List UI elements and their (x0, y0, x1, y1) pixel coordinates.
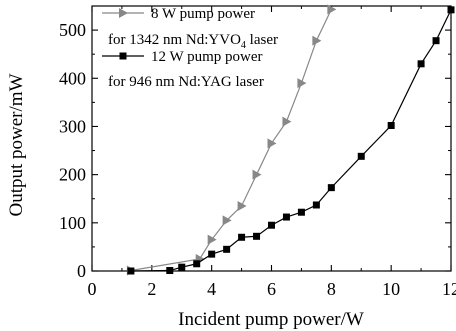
data-point (208, 250, 216, 258)
data-point (166, 267, 174, 275)
y-tick-label: 0 (77, 261, 86, 281)
data-point (282, 213, 290, 221)
data-point (252, 169, 262, 180)
legend-subscript: 4 (241, 40, 246, 51)
x-tick-label: 12 (442, 279, 456, 299)
legend-label: 8 W pump power (151, 6, 255, 22)
data-point (238, 233, 246, 241)
data-point (387, 121, 395, 129)
legend-entry-2: 12 W pump power for 946 nm Nd:YAG laser (102, 49, 264, 90)
legend-label: 12 W pump power (151, 49, 263, 65)
data-point (297, 78, 307, 89)
data-point (268, 221, 275, 229)
y-tick-label: 200 (59, 165, 86, 185)
data-point (417, 60, 425, 68)
x-tick-label: 8 (327, 279, 336, 299)
data-point (207, 234, 217, 245)
x-tick-label: 4 (207, 279, 216, 299)
y-tick-label: 100 (59, 213, 86, 233)
legend-entry-1: 8 W pump power for 1342 nm Nd:YVO4 laser (102, 6, 278, 51)
series-layer (126, 4, 455, 276)
data-point (327, 184, 335, 192)
legend-swatch-marker (119, 8, 128, 18)
data-point (327, 4, 337, 15)
data-point (297, 208, 305, 216)
y-tick-label: 300 (59, 116, 86, 136)
x-tick-label: 0 (88, 279, 97, 299)
x-tick-label: 6 (267, 279, 276, 299)
data-point (357, 152, 365, 160)
x-tick-label: 2 (147, 279, 156, 299)
data-point (312, 201, 320, 209)
legend-label-line2: for 946 nm Nd:YAG laser (108, 74, 264, 90)
x-axis-label: Incident pump power/W (178, 309, 364, 330)
legend: 8 W pump power for 1342 nm Nd:YVO4 laser1… (102, 6, 278, 90)
data-point (267, 138, 277, 149)
data-point (282, 116, 292, 127)
y-tick-label: 500 (59, 20, 86, 40)
data-point (432, 37, 440, 45)
data-point (178, 263, 186, 271)
data-point (237, 200, 247, 211)
y-axis-label: Output power/mW (6, 73, 27, 216)
data-point (223, 245, 231, 253)
data-point (193, 260, 201, 268)
legend-label-tail: laser (246, 32, 278, 48)
data-point (127, 267, 135, 275)
legend-label-line2: for 1342 nm Nd:YVO4 laser (108, 32, 278, 51)
x-tick-label: 10 (382, 279, 400, 299)
y-tick-label: 400 (59, 68, 86, 88)
data-point (253, 232, 261, 240)
data-point (312, 35, 322, 46)
series-2 (127, 6, 455, 275)
data-point (447, 6, 455, 14)
legend-swatch-marker (119, 52, 127, 60)
data-point (222, 215, 232, 226)
